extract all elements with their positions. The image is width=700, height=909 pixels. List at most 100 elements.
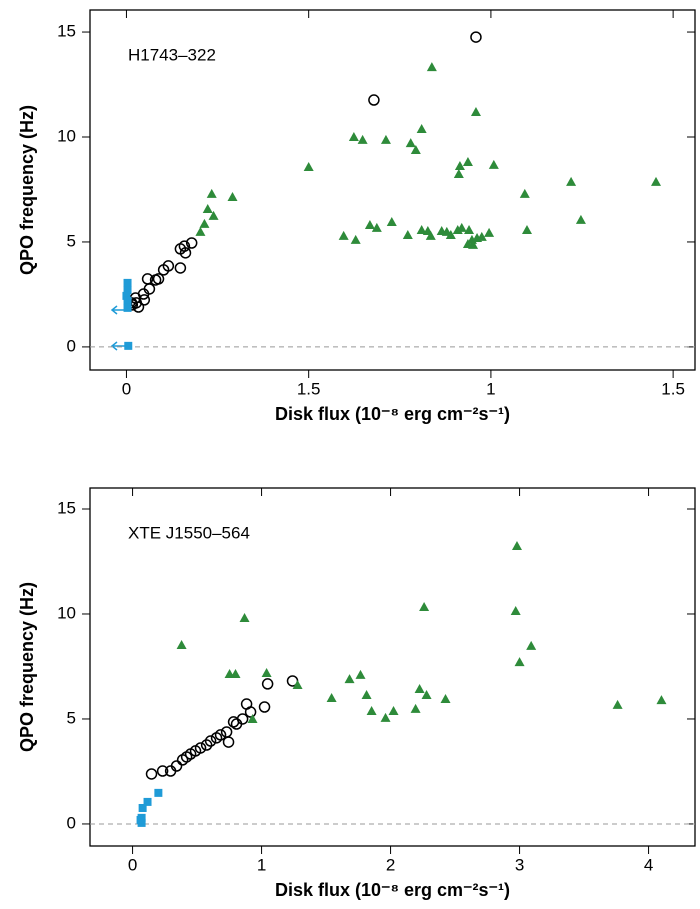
point: [348, 131, 359, 141]
point: [292, 679, 303, 689]
point: [261, 678, 274, 690]
panel-label: XTE J1550–564: [128, 523, 250, 542]
point: [202, 203, 213, 213]
point: [176, 640, 187, 650]
point: [476, 231, 487, 241]
point: [386, 217, 397, 227]
point: [514, 657, 525, 667]
point: [350, 234, 361, 244]
point: [143, 797, 152, 806]
point: [222, 736, 235, 748]
point: [405, 138, 416, 148]
point: [364, 219, 375, 229]
point: [416, 124, 427, 134]
x-axis-title: Disk flux (10⁻⁸ erg cm⁻²s⁻¹): [275, 880, 510, 900]
point: [462, 156, 473, 166]
x-axis-title: Disk flux (10⁻⁸ erg cm⁻²s⁻¹): [275, 404, 510, 424]
point: [138, 803, 147, 812]
point: [510, 606, 521, 616]
point: [156, 765, 169, 777]
point: [470, 31, 482, 43]
point: [303, 162, 314, 172]
point: [526, 640, 537, 650]
point: [154, 788, 163, 797]
point: [366, 705, 377, 715]
point: [230, 669, 241, 679]
point: [612, 699, 623, 709]
y-tick-label: 5: [67, 231, 76, 250]
point: [149, 274, 162, 286]
point: [464, 224, 475, 234]
point: [651, 176, 662, 186]
point: [244, 706, 257, 718]
x-tick-label: 1.5: [661, 379, 685, 398]
point: [511, 540, 522, 550]
point: [421, 690, 432, 700]
point: [419, 602, 430, 612]
point: [141, 273, 154, 285]
point: [123, 286, 132, 295]
point: [124, 341, 133, 350]
point: [468, 239, 479, 249]
x-tick-label: 1: [257, 855, 266, 874]
point: [138, 294, 151, 306]
point: [368, 94, 380, 106]
x-tick-label: 1.5: [297, 379, 321, 398]
point: [174, 262, 187, 274]
point: [575, 214, 586, 224]
y-tick-label: 10: [57, 126, 76, 145]
x-tick-label: 1: [486, 379, 495, 398]
x-tick-label: 3: [515, 855, 524, 874]
y-tick-label: 0: [67, 336, 76, 355]
point: [440, 694, 451, 704]
point: [361, 690, 372, 700]
y-tick-label: 15: [57, 498, 76, 517]
point: [380, 134, 391, 144]
point: [410, 145, 421, 155]
point: [521, 224, 532, 234]
point: [227, 192, 238, 202]
point: [122, 291, 131, 300]
point: [566, 176, 577, 186]
plot-frame: [89, 9, 696, 371]
point: [258, 701, 271, 713]
y-tick-label: 10: [57, 603, 76, 622]
point: [453, 168, 464, 178]
point: [416, 224, 427, 234]
x-tick-label: 0: [122, 379, 131, 398]
point: [220, 726, 233, 738]
point: [326, 692, 337, 702]
x-tick-label: 0: [128, 855, 137, 874]
point: [176, 754, 189, 766]
point: [344, 674, 355, 684]
y-axis-title: QPO frequency (Hz): [17, 582, 37, 752]
point: [179, 247, 192, 259]
point: [380, 712, 391, 722]
point: [208, 210, 219, 220]
point: [164, 765, 177, 777]
point: [185, 237, 198, 249]
point: [123, 303, 132, 312]
x-tick-label: 4: [644, 855, 653, 874]
point: [470, 107, 481, 117]
point: [210, 732, 223, 744]
point: [227, 716, 240, 728]
point: [426, 62, 437, 72]
point: [230, 718, 243, 730]
point: [371, 222, 382, 232]
point: [402, 230, 413, 240]
point: [388, 705, 399, 715]
x-tick-label: 2: [386, 855, 395, 874]
point: [656, 695, 667, 705]
point: [410, 703, 421, 713]
point: [519, 188, 530, 198]
point: [239, 612, 250, 622]
point: [123, 296, 132, 305]
point: [357, 134, 368, 144]
point: [484, 227, 495, 237]
point: [123, 278, 132, 287]
point: [157, 264, 170, 276]
panel-label: H1743–322: [128, 45, 216, 64]
point: [132, 301, 145, 313]
